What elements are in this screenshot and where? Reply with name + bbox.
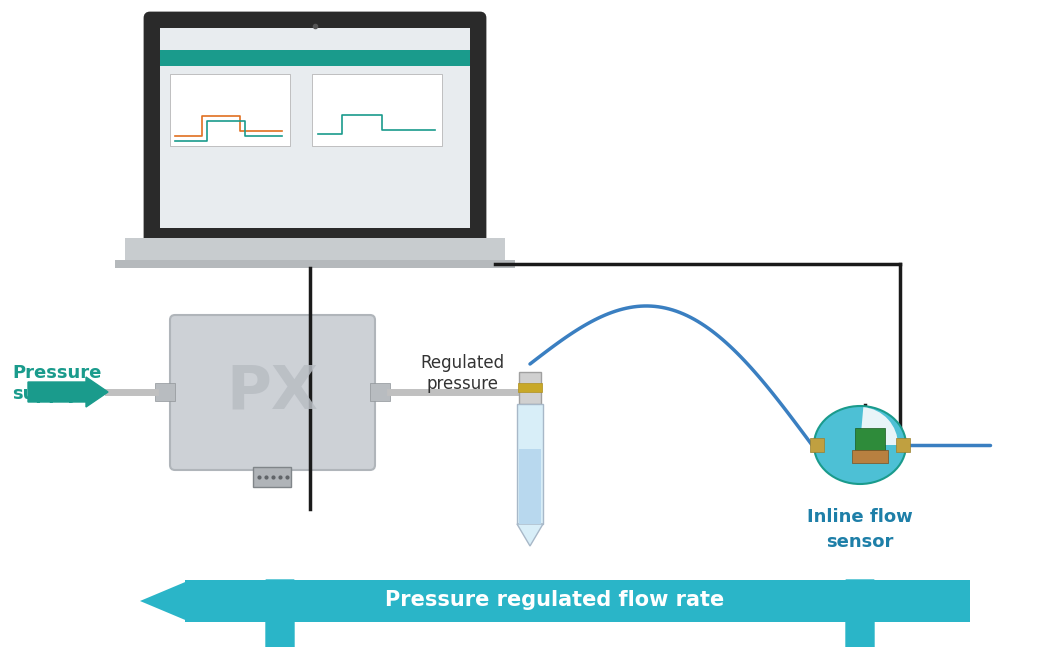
Bar: [170, 74, 290, 146]
Wedge shape: [860, 407, 898, 445]
FancyArrow shape: [28, 377, 108, 407]
FancyArrow shape: [257, 580, 303, 647]
FancyBboxPatch shape: [145, 13, 485, 243]
Polygon shape: [925, 580, 970, 622]
Text: PX: PX: [226, 362, 318, 421]
Bar: [160, 28, 470, 228]
Text: Inline flow
sensor: Inline flow sensor: [807, 508, 913, 551]
Bar: [518, 383, 542, 392]
Bar: [810, 438, 824, 452]
Bar: [154, 383, 176, 401]
Bar: [519, 372, 541, 404]
Bar: [517, 404, 543, 524]
Bar: [370, 383, 390, 401]
Ellipse shape: [815, 406, 906, 484]
Polygon shape: [140, 580, 190, 622]
Bar: [852, 450, 888, 463]
Bar: [253, 467, 291, 487]
Bar: [519, 449, 541, 524]
Text: Pressure
supply: Pressure supply: [12, 364, 101, 403]
Bar: [115, 260, 515, 268]
Bar: [312, 74, 442, 146]
Bar: [125, 238, 504, 260]
Bar: [185, 580, 970, 622]
FancyBboxPatch shape: [170, 315, 375, 470]
Text: Pressure regulated flow rate: Pressure regulated flow rate: [386, 590, 724, 610]
Bar: [856, 428, 885, 450]
Polygon shape: [517, 524, 543, 546]
Text: Regulated
pressure: Regulated pressure: [420, 354, 504, 393]
Bar: [897, 438, 910, 452]
FancyArrow shape: [837, 580, 883, 647]
Bar: [160, 50, 470, 66]
